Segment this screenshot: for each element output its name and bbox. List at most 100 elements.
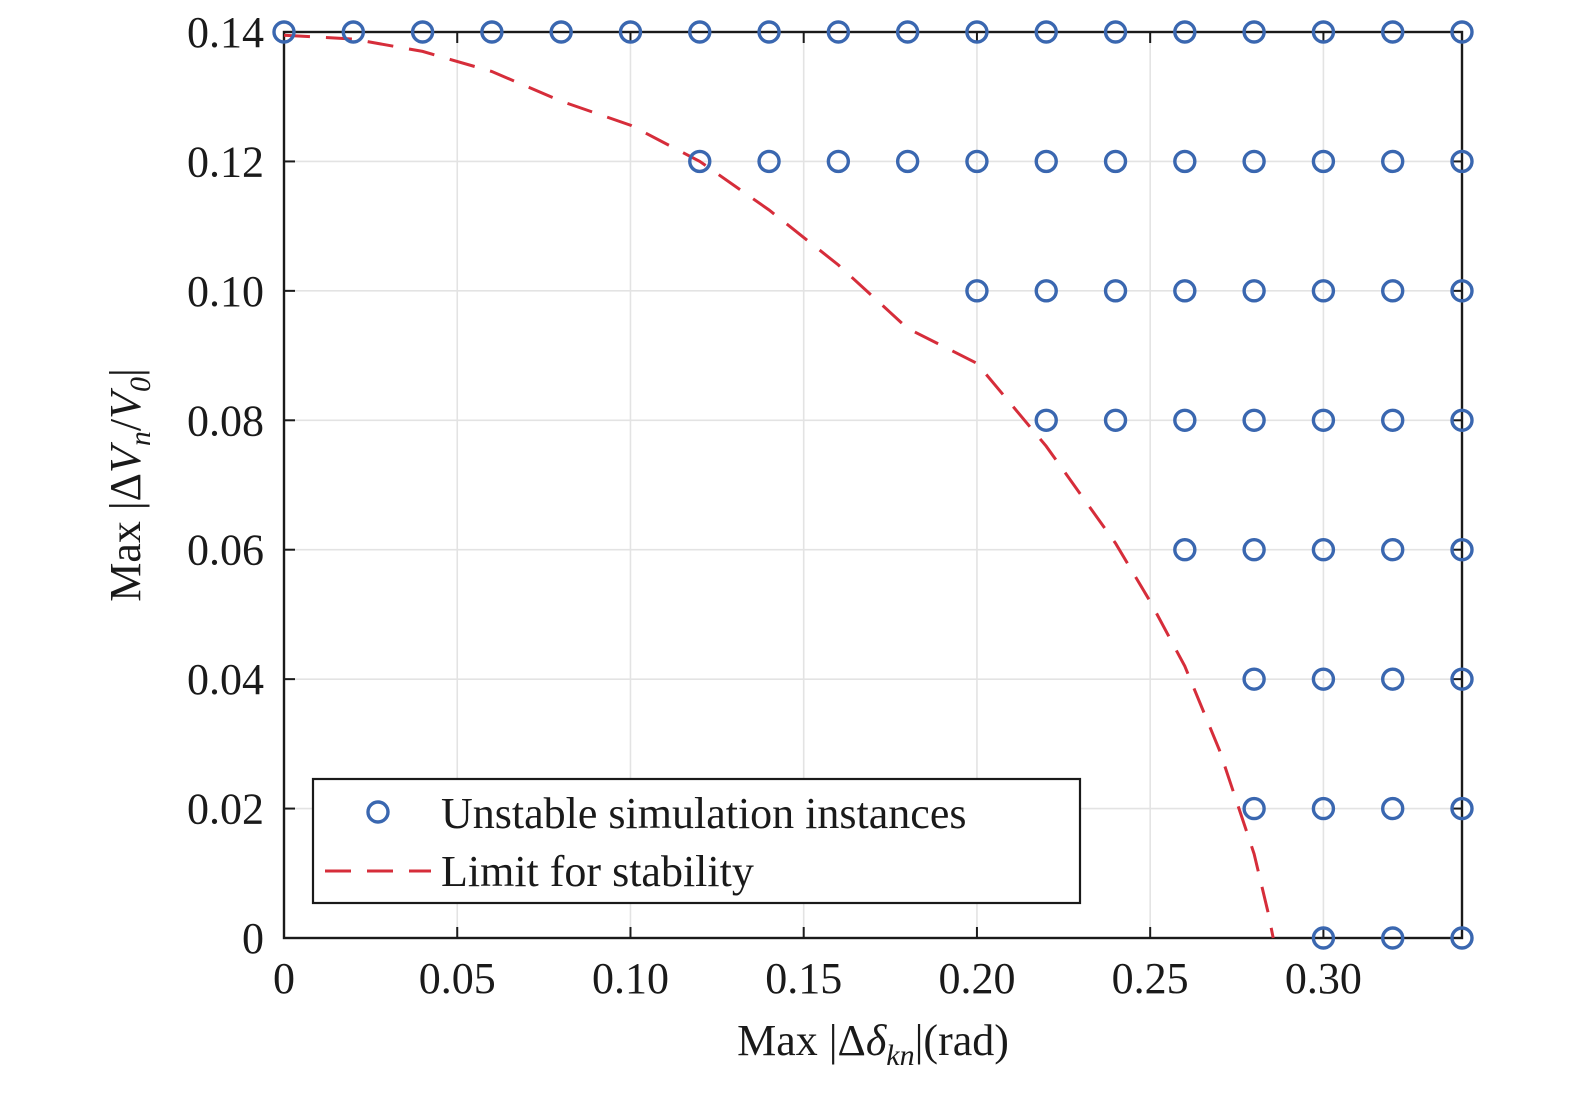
unstable-instance-marker <box>1381 149 1405 174</box>
unstable-instance-marker <box>1311 538 1336 562</box>
unstable-instance-marker <box>1173 408 1197 432</box>
y-tick-label: 0.06 <box>187 526 264 575</box>
legend-label-unstable: Unstable simulation instances <box>441 789 966 838</box>
y-axis-label-symbol2: V <box>101 387 150 419</box>
x-tick-label: 0.20 <box>938 954 1015 1003</box>
y-axis-label-prefix: Max |Δ <box>101 473 150 602</box>
unstable-instance-marker <box>1450 149 1474 174</box>
y-tick-label: 0.04 <box>187 655 264 704</box>
y-tick-label: 0.10 <box>187 267 264 316</box>
unstable-instance-marker <box>1173 149 1197 174</box>
unstable-instance-marker <box>1242 279 1266 303</box>
unstable-instance-marker <box>341 20 365 44</box>
limit-layer <box>283 33 1275 939</box>
unstable-instance-marker <box>1173 279 1197 303</box>
x-tick-label: 0.10 <box>592 954 669 1003</box>
y-axis-label-slash: / <box>101 418 150 431</box>
unstable-instance-marker <box>757 149 781 174</box>
unstable-instance-marker <box>1311 149 1336 174</box>
unstable-instance-marker <box>1034 279 1058 303</box>
unstable-instance-marker <box>1242 538 1266 562</box>
unstable-instance-marker <box>1450 538 1474 562</box>
unstable-instance-marker <box>1450 796 1474 821</box>
unstable-instance-marker <box>1381 926 1405 950</box>
y-axis-label-subscript2: 0 <box>124 377 157 392</box>
unstable-instance-marker <box>1450 408 1474 432</box>
unstable-instance-marker <box>965 20 989 44</box>
unstable-instance-marker <box>1311 408 1336 432</box>
marker-layer <box>272 20 1474 950</box>
unstable-instance-marker <box>826 149 851 174</box>
unstable-instance-marker <box>1103 149 1128 174</box>
limit-for-stability-line <box>283 33 1275 939</box>
legend-label-limit: Limit for stability <box>441 847 754 896</box>
unstable-instance-marker <box>1034 408 1058 432</box>
plot-frame <box>282 30 1464 940</box>
unstable-instance-marker <box>1450 20 1474 44</box>
y-tick-label: 0.02 <box>187 785 264 834</box>
unstable-instance-marker <box>1173 538 1197 562</box>
unstable-instance-marker <box>1311 20 1336 44</box>
unstable-instance-marker <box>1103 408 1128 432</box>
unstable-instance-marker <box>757 20 781 44</box>
unstable-instance-marker <box>1450 667 1474 691</box>
y-tick-label: 0.14 <box>187 8 264 57</box>
legend: Unstable simulation instances Limit for … <box>311 777 1082 905</box>
unstable-instance-marker <box>1381 538 1405 562</box>
unstable-instance-marker <box>1381 667 1405 691</box>
unstable-instance-marker <box>618 20 643 44</box>
y-axis-label: Max |ΔVn/V0| <box>101 368 157 602</box>
unstable-instance-marker <box>1450 926 1474 950</box>
unstable-instance-marker <box>1311 926 1336 950</box>
unstable-instance-marker <box>480 20 504 44</box>
x-tick-label: 0.30 <box>1285 954 1362 1003</box>
legend-box <box>311 777 1082 905</box>
unstable-instance-marker <box>1381 408 1405 432</box>
unstable-instance-marker <box>1242 20 1266 44</box>
unstable-instance-marker <box>1381 796 1405 821</box>
legend-marker-unstable <box>366 800 390 824</box>
unstable-instance-marker <box>688 149 712 174</box>
unstable-instance-marker <box>895 20 920 44</box>
unstable-instance-marker <box>272 20 296 44</box>
unstable-instance-marker <box>1311 796 1336 821</box>
unstable-instance-marker <box>1450 279 1474 303</box>
y-axis-label-subscript1: n <box>124 431 157 446</box>
unstable-instance-marker <box>1173 20 1197 44</box>
unstable-instance-marker <box>1034 20 1058 44</box>
unstable-instance-marker <box>1311 279 1336 303</box>
unstable-instance-marker <box>1311 667 1336 691</box>
unstable-instance-marker <box>965 279 989 303</box>
unstable-instance-marker <box>549 20 573 44</box>
x-axis-ticks: 0 0.05 0.10 0.15 0.20 0.25 0.30 <box>273 32 1362 1003</box>
unstable-instance-marker <box>410 20 435 44</box>
unstable-instance-marker <box>1242 796 1266 821</box>
unstable-instance-marker <box>1103 20 1128 44</box>
x-axis-label-suffix: |(rad) <box>915 1016 1009 1065</box>
y-axis-ticks: 0 0.02 0.04 0.06 0.08 0.10 0.12 0.14 <box>187 8 1462 963</box>
unstable-instance-marker <box>1103 279 1128 303</box>
unstable-instance-marker <box>826 20 851 44</box>
x-axis-label-symbol: δ <box>866 1016 888 1065</box>
x-axis-label-subscript: kn <box>886 1039 914 1072</box>
y-axis-label-symbol1: V <box>101 441 150 473</box>
x-tick-label: 0 <box>273 954 295 1003</box>
y-tick-label: 0 <box>242 914 264 963</box>
y-tick-label: 0.12 <box>187 137 264 186</box>
unstable-instance-marker <box>965 149 989 174</box>
y-axis-label-suffix: | <box>101 368 150 377</box>
x-tick-label: 0.25 <box>1112 954 1189 1003</box>
unstable-instance-marker <box>1242 149 1266 174</box>
x-axis-label: Max |Δδkn|(rad) <box>737 1016 1009 1072</box>
y-tick-label: 0.08 <box>187 396 264 445</box>
unstable-instance-marker <box>895 149 920 174</box>
unstable-instance-marker <box>1242 408 1266 432</box>
unstable-instance-marker <box>688 20 712 44</box>
unstable-instance-marker <box>1242 667 1266 691</box>
unstable-instance-marker <box>1034 149 1058 174</box>
unstable-instance-marker <box>1381 20 1405 44</box>
x-tick-label: 0.05 <box>419 954 496 1003</box>
unstable-instance-marker <box>1381 279 1405 303</box>
